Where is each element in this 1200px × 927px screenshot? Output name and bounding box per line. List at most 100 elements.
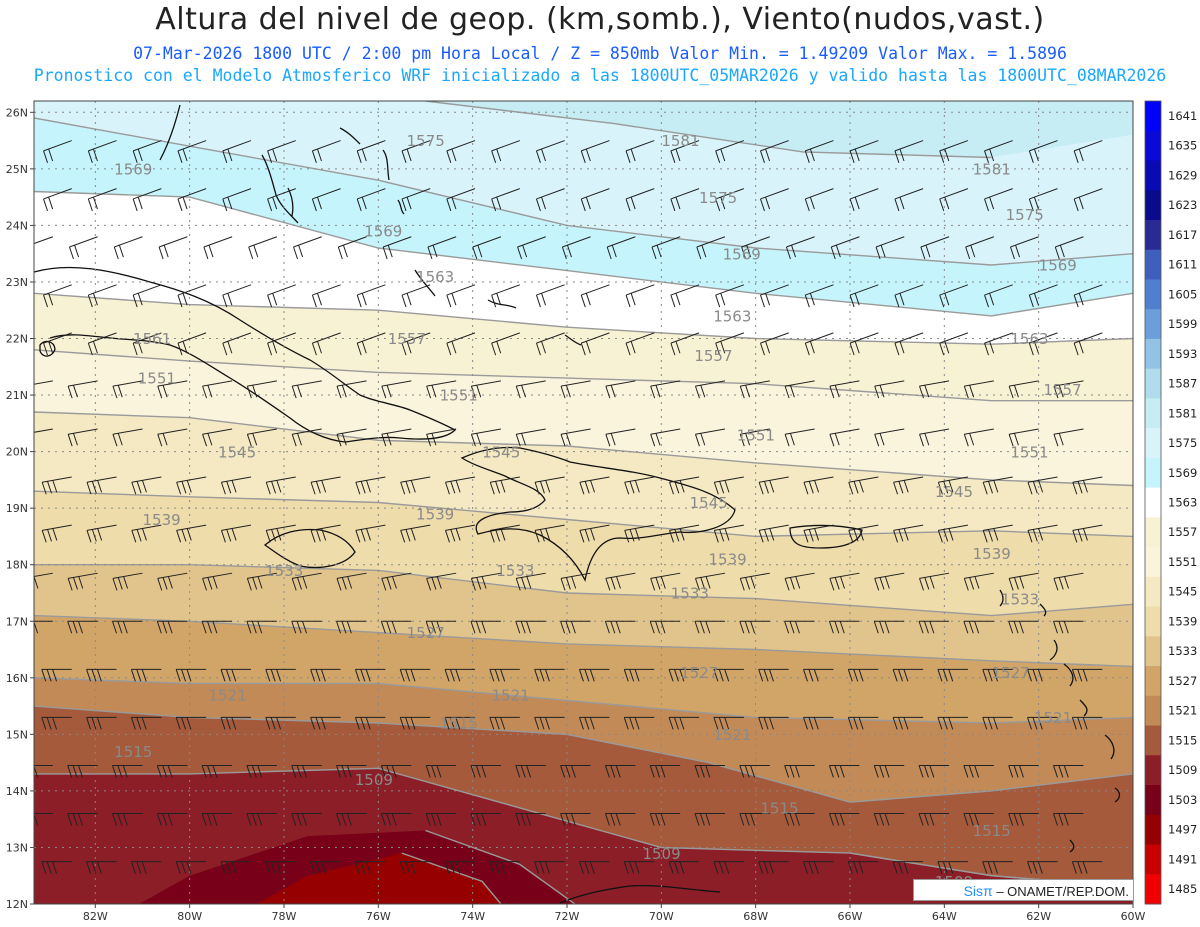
wind-barb — [713, 861, 744, 874]
wind-barb — [41, 668, 72, 682]
wind-barb — [1008, 764, 1039, 778]
wind-barb — [43, 332, 72, 356]
wind-barb — [310, 716, 341, 730]
wind-barb — [1073, 140, 1103, 164]
wind-barb — [67, 572, 98, 591]
wind-barb — [425, 764, 457, 778]
wind-barb — [560, 380, 591, 399]
colorbar-swatch-1539 — [1145, 606, 1161, 637]
contour-label: 1527 — [680, 664, 718, 682]
wind-barb — [1010, 236, 1039, 260]
wind-barb — [177, 284, 207, 308]
wind-barb — [892, 716, 924, 730]
wind-barb — [112, 813, 143, 826]
band-1551 — [34, 349, 1133, 486]
colorbar-label: 1611 — [1168, 258, 1197, 272]
wind-barb — [873, 620, 905, 634]
wind-barb — [984, 140, 1013, 164]
wind-barb — [804, 284, 834, 308]
wind-barb — [534, 861, 565, 874]
colorbar-label: 1605 — [1168, 287, 1197, 301]
wind-barb — [399, 716, 431, 730]
wind-barb — [625, 140, 655, 164]
wind-barb — [470, 620, 501, 634]
contour-label: 1581 — [661, 132, 699, 150]
wind-barb — [784, 380, 815, 399]
wind-barb — [963, 764, 994, 778]
wind-barb — [760, 188, 789, 212]
lat-label: 20N — [6, 446, 28, 459]
wind-barb — [381, 428, 412, 447]
wind-barb — [291, 380, 322, 399]
wind-barb — [1008, 380, 1039, 399]
colorbar-swatch-1611 — [1145, 249, 1161, 280]
wind-barb — [489, 524, 520, 543]
wind-barb — [86, 476, 117, 495]
wind-barb — [1073, 188, 1103, 212]
wind-barb — [803, 716, 834, 730]
wind-barb — [624, 476, 655, 495]
wind-barb — [220, 524, 252, 543]
wind-barb — [874, 380, 905, 399]
wind-barb — [650, 380, 681, 399]
wind-barb — [893, 476, 924, 495]
band-1575 — [34, 101, 1133, 265]
wind-barb — [86, 524, 117, 543]
wind-barb — [293, 236, 322, 260]
lon-label: 76W — [366, 910, 391, 923]
contour-label: 1557 — [694, 347, 732, 365]
wind-barb — [694, 764, 726, 778]
wind-barb — [982, 861, 1013, 874]
contour-label: 1575 — [407, 132, 445, 150]
wind-barb — [963, 572, 994, 591]
band-1533 — [34, 564, 1133, 667]
wind-barb — [784, 813, 815, 826]
wind-barb — [354, 668, 386, 682]
wind-barb — [67, 428, 98, 447]
wind-barb — [847, 668, 879, 682]
wind-barb — [739, 813, 770, 826]
wind-barb — [401, 332, 431, 356]
wind-barb — [157, 380, 188, 399]
wind-barb — [580, 140, 610, 164]
wind-barb — [246, 620, 277, 634]
wind-barb — [220, 861, 251, 874]
wind-barb — [87, 332, 117, 356]
wind-barb — [246, 813, 277, 826]
contour-1503 — [425, 829, 577, 904]
wind-barb — [624, 524, 655, 543]
wind-barb — [874, 572, 905, 591]
wind-barb — [446, 188, 476, 212]
lon-label: 70W — [649, 910, 674, 923]
wind-barb — [336, 428, 367, 447]
wind-barb — [444, 861, 476, 874]
wind-barb — [246, 380, 277, 399]
wind-barb — [1027, 524, 1058, 543]
colorbar-swatch-1551 — [1145, 547, 1161, 578]
wind-barb — [399, 668, 431, 682]
wind-barb — [177, 188, 207, 212]
contour-label: 1539 — [142, 511, 180, 529]
wind-barb — [489, 861, 520, 874]
wind-barb — [267, 332, 296, 356]
wind-barb — [1053, 572, 1084, 591]
wind-barb — [713, 524, 744, 543]
wind-barb — [758, 716, 789, 730]
wind-barb — [937, 861, 968, 874]
colorbar-swatch-1635 — [1145, 130, 1161, 161]
contour-label: 1527 — [991, 664, 1029, 682]
contour-label: 1545 — [218, 443, 256, 461]
colorbar-label: 1599 — [1168, 317, 1197, 331]
wind-barb — [561, 236, 591, 260]
wind-barb — [560, 764, 591, 778]
wind-barb — [222, 332, 252, 356]
lat-label: 16N — [6, 672, 28, 685]
colorbar-label: 1533 — [1168, 644, 1197, 658]
wind-barb — [919, 428, 950, 447]
wind-barb — [311, 140, 341, 164]
colorbar-label: 1629 — [1168, 168, 1197, 182]
wind-barb — [670, 332, 700, 356]
wind-barb — [489, 716, 520, 730]
wind-barb — [1027, 861, 1058, 874]
lat-label: 14N — [6, 785, 28, 798]
